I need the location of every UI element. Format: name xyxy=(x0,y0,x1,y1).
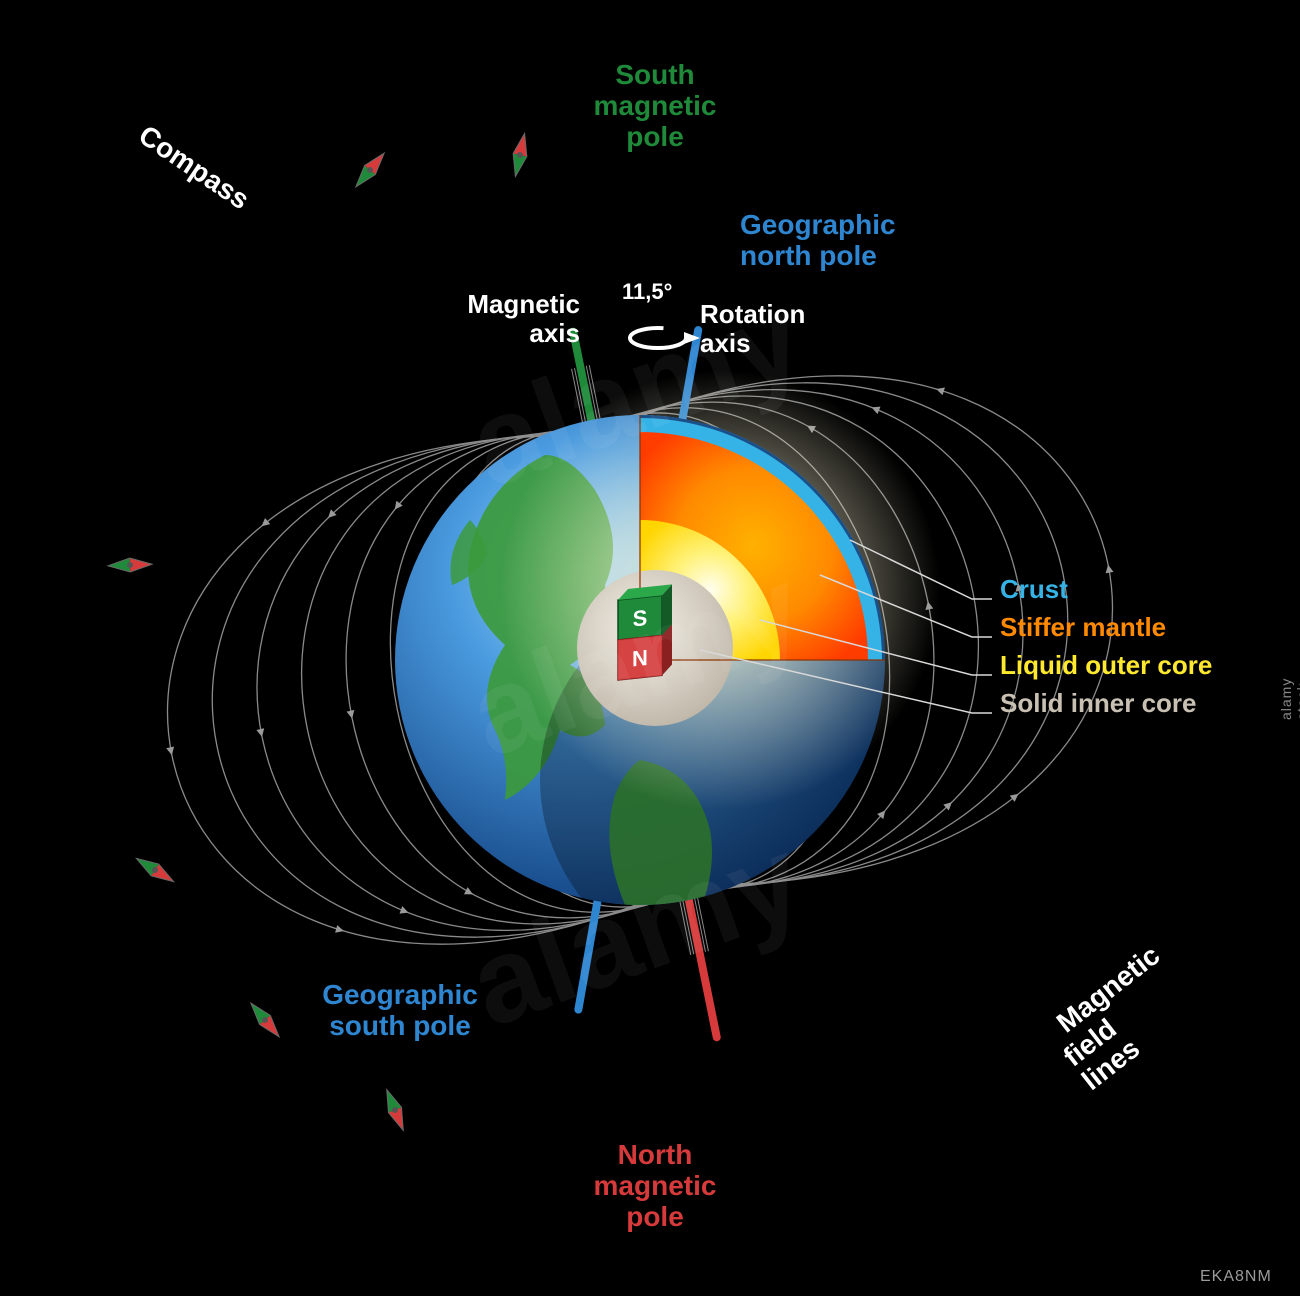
inner-core-label: Solid inner core xyxy=(1000,689,1197,718)
diagram-root: S N South magnetic pole Geographic north… xyxy=(0,0,1300,1296)
mantle-label: Stiffer mantle xyxy=(1000,613,1166,642)
angle-label: 11,5° xyxy=(622,280,672,304)
magnet-north-label: N xyxy=(632,645,648,672)
crust-label: Crust xyxy=(1000,575,1068,604)
watermark-side: alamy stock photo xyxy=(1278,678,1300,720)
earth-cutaway xyxy=(500,370,940,810)
bar-magnet-icon: S N xyxy=(618,584,672,680)
diagram-svg: S N xyxy=(0,0,1300,1296)
magnet-south-label: S xyxy=(633,605,648,631)
geographic-north-pole-label: Geographic north pole xyxy=(740,210,940,272)
magnetic-axis-label: Magnetic axis xyxy=(440,290,580,347)
north-magnetic-pole-label: North magnetic pole xyxy=(560,1140,750,1232)
watermark-corner: EKA8NM xyxy=(1200,1268,1272,1286)
rotation-axis-label: Rotation axis xyxy=(700,300,840,357)
outer-core-label: Liquid outer core xyxy=(1000,651,1212,680)
geographic-south-pole-label: Geographic south pole xyxy=(300,980,500,1042)
rotation-arrow-icon xyxy=(630,328,700,348)
south-magnetic-pole-label: South magnetic pole xyxy=(560,60,750,152)
